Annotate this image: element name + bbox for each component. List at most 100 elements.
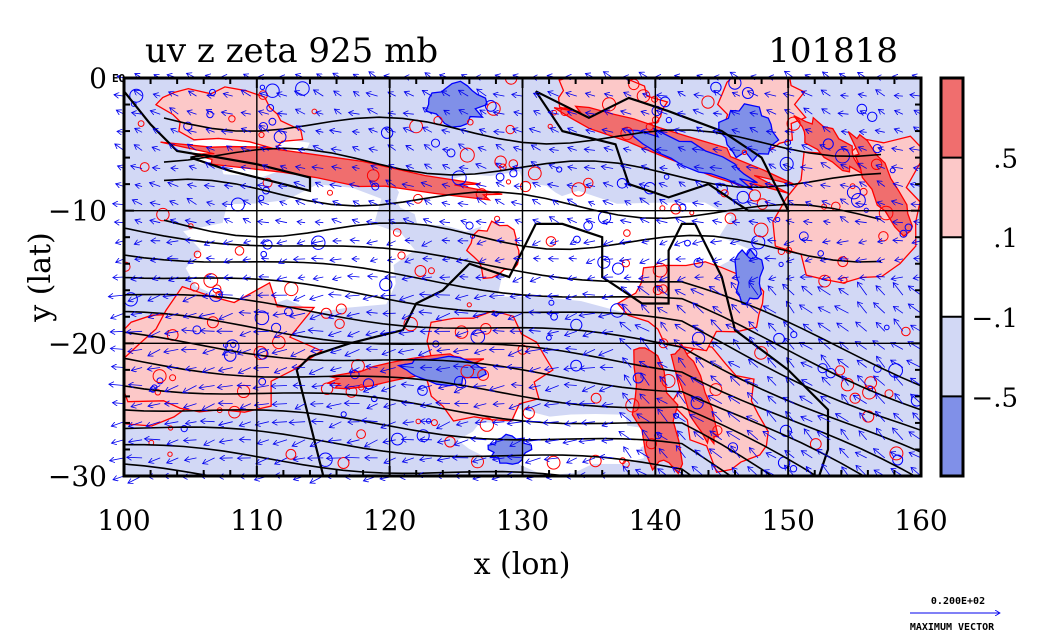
wind-vector	[860, 182, 867, 187]
wind-vector	[642, 149, 650, 151]
wind-vector	[113, 204, 125, 205]
wind-vector	[818, 416, 831, 423]
wind-vector	[313, 146, 324, 151]
wind-vector	[296, 201, 306, 205]
small-contour	[167, 451, 173, 457]
wind-vector	[876, 394, 886, 404]
small-contour	[597, 255, 611, 269]
small-contour	[129, 88, 144, 103]
wind-vector	[388, 259, 396, 261]
wind-vector	[202, 403, 215, 411]
wind-vector	[548, 92, 559, 97]
wind-vector	[402, 277, 414, 279]
wind-vector	[153, 129, 161, 132]
wind-vector	[768, 240, 777, 241]
wind-vector	[677, 431, 686, 441]
wind-vector	[675, 240, 686, 245]
wind-vector	[148, 404, 161, 407]
wind-vector	[297, 241, 306, 244]
wind-vector	[660, 377, 668, 386]
wind-vector	[800, 396, 813, 404]
small-contour	[867, 111, 878, 123]
wind-vector	[218, 403, 233, 404]
wind-vector	[568, 112, 577, 115]
wind-vector	[309, 367, 324, 375]
wind-vector	[165, 422, 179, 424]
wind-vector	[128, 349, 143, 351]
wind-vector	[347, 313, 360, 316]
wind-vector	[240, 330, 251, 335]
wind-vector	[768, 286, 777, 296]
wind-vector	[153, 277, 161, 279]
wind-vector	[708, 396, 722, 404]
wind-vector	[221, 112, 233, 114]
wind-vector	[677, 164, 686, 168]
x-tick-labels: 100 110 120 130 140 150 160	[97, 504, 947, 537]
wind-vector	[403, 422, 414, 423]
wind-vector	[624, 375, 632, 386]
small-contour	[427, 267, 435, 275]
wind-vector	[567, 185, 577, 187]
colorbar-label: .5	[993, 145, 1018, 175]
wind-vector	[312, 386, 324, 387]
wind-vector	[874, 449, 886, 459]
small-contour	[571, 182, 586, 197]
wind-vector	[533, 183, 541, 187]
wind-vector	[289, 422, 306, 423]
wind-vector	[425, 200, 433, 205]
wind-vector	[548, 295, 559, 296]
wind-vector	[345, 295, 360, 296]
wind-vector	[380, 331, 396, 334]
wind-vector	[893, 283, 904, 296]
wind-vector	[315, 182, 324, 186]
wind-vector	[858, 302, 868, 314]
wind-vector	[822, 201, 831, 205]
small-contour	[371, 395, 378, 403]
wind-vector	[911, 378, 922, 386]
wind-vector	[243, 219, 251, 223]
small-contour	[527, 166, 542, 181]
wind-vector	[802, 145, 813, 151]
wind-vector	[579, 313, 596, 315]
wind-vector	[860, 277, 867, 278]
wind-vector	[274, 367, 288, 373]
wind-vector	[712, 465, 723, 477]
wind-vector	[583, 457, 596, 462]
wind-vector	[471, 439, 487, 440]
wind-vector	[476, 164, 487, 169]
wind-vector	[167, 241, 179, 243]
wind-vector	[566, 349, 577, 350]
wind-vector	[835, 306, 849, 314]
wind-vector	[637, 450, 650, 459]
wind-vector	[134, 145, 143, 151]
wind-vector	[444, 110, 451, 114]
wind-vector	[291, 349, 306, 356]
wind-vector	[874, 303, 886, 314]
colorbar	[939, 76, 965, 478]
wind-vector	[567, 457, 577, 463]
colorbar-band	[940, 395, 964, 477]
wind-vector	[168, 182, 179, 186]
wind-vector	[895, 259, 903, 261]
y-axis-label: y (lat)	[23, 232, 58, 322]
wind-vector	[199, 386, 215, 388]
wind-vector	[908, 304, 922, 314]
small-contour	[258, 131, 265, 138]
small-contour	[665, 116, 673, 124]
wind-vector	[622, 304, 632, 314]
wind-vector	[349, 113, 360, 115]
wind-vector	[656, 220, 668, 223]
wind-vector	[471, 367, 487, 368]
wind-vector	[545, 440, 559, 442]
wind-vector	[460, 184, 469, 186]
wind-vector	[876, 411, 886, 422]
wind-vector	[855, 452, 867, 459]
wind-vector	[730, 150, 740, 151]
wind-vector	[876, 90, 886, 97]
wind-vector	[679, 358, 686, 368]
wind-vector	[749, 277, 759, 281]
small-contour	[431, 138, 440, 148]
wind-vector	[382, 385, 396, 392]
wind-vector	[436, 368, 451, 370]
small-contour	[779, 156, 794, 171]
